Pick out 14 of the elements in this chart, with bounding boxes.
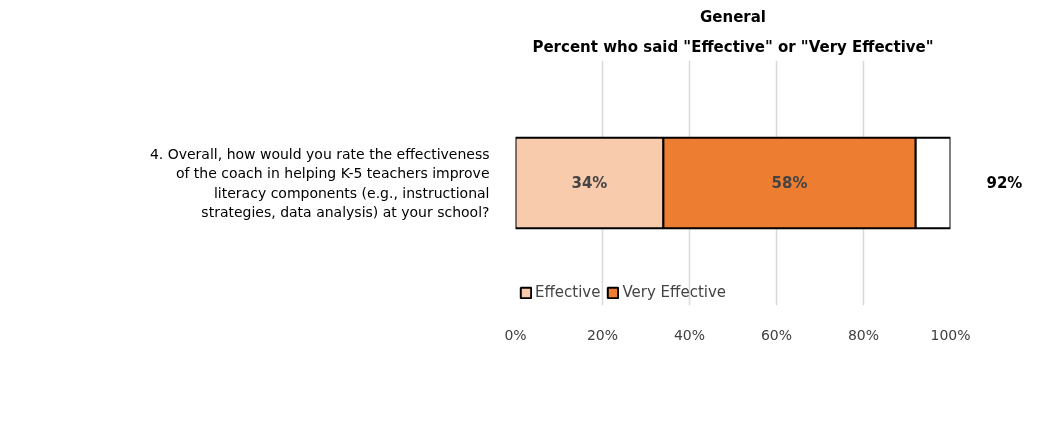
x-tick-label: 60% bbox=[760, 326, 793, 343]
chart-subtitle: Percent who said "Effective" or "Very Effective" bbox=[532, 37, 934, 56]
legend-label: Very Effective bbox=[622, 283, 727, 301]
x-tick-label: 100% bbox=[930, 326, 971, 343]
chart-title: General bbox=[700, 7, 766, 26]
y-tick-label: 4. Overall, how would you rate the effectiveness of the coach in helping K-5 teachers improve literacy components (e.g., instructional strategies, data analysis) at your school? bbox=[149, 146, 490, 220]
x-tick-label: 40% bbox=[673, 326, 706, 343]
legend-label: Effective bbox=[535, 283, 601, 301]
text: 92% bbox=[986, 174, 1023, 192]
x-tick-label: 20% bbox=[586, 326, 619, 343]
data-label: 58% bbox=[771, 174, 808, 192]
x-tick-label: 0% bbox=[504, 326, 527, 343]
data-label: 34% bbox=[571, 174, 608, 192]
x-tick-label: 80% bbox=[847, 326, 880, 343]
